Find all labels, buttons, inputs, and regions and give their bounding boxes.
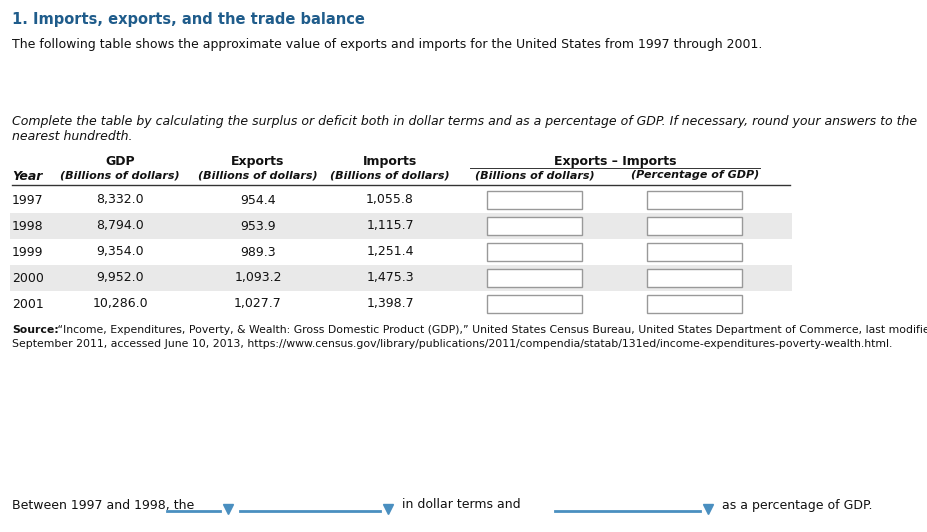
Bar: [487, 269, 582, 287]
Text: 9,952.0: 9,952.0: [96, 271, 144, 285]
Text: 953.9: 953.9: [240, 220, 275, 232]
Text: Year: Year: [12, 170, 43, 183]
Text: “Income, Expenditures, Poverty, & Wealth: Gross Domestic Product (GDP),” United : “Income, Expenditures, Poverty, & Wealth…: [54, 325, 927, 335]
Text: as a percentage of GDP.: as a percentage of GDP.: [721, 498, 871, 511]
Bar: [647, 217, 742, 235]
Text: 9,354.0: 9,354.0: [96, 245, 144, 259]
Text: GDP: GDP: [105, 155, 134, 168]
Bar: [647, 295, 742, 313]
Text: 954.4: 954.4: [240, 194, 275, 206]
Bar: [487, 217, 582, 235]
Text: in dollar terms and: in dollar terms and: [401, 498, 520, 511]
Text: 1,093.2: 1,093.2: [234, 271, 282, 285]
Text: (Billions of dollars): (Billions of dollars): [198, 170, 317, 180]
Text: 10,286.0: 10,286.0: [92, 297, 147, 311]
Text: 8,332.0: 8,332.0: [96, 194, 144, 206]
Text: 1998: 1998: [12, 220, 44, 232]
Text: 1,398.7: 1,398.7: [366, 297, 413, 311]
Text: 8,794.0: 8,794.0: [96, 220, 144, 232]
Text: (Billions of dollars): (Billions of dollars): [475, 170, 594, 180]
Text: Exports: Exports: [231, 155, 285, 168]
Bar: [487, 191, 582, 209]
Text: Between 1997 and 1998, the: Between 1997 and 1998, the: [12, 498, 194, 511]
Text: 1. Imports, exports, and the trade balance: 1. Imports, exports, and the trade balan…: [12, 12, 364, 27]
Text: (Percentage of GDP): (Percentage of GDP): [630, 170, 758, 180]
Text: 2000: 2000: [12, 271, 44, 285]
Text: 989.3: 989.3: [240, 245, 275, 259]
Bar: [647, 243, 742, 261]
Text: Imports: Imports: [362, 155, 416, 168]
Text: The following table shows the approximate value of exports and imports for the U: The following table shows the approximat…: [12, 38, 762, 51]
Text: nearest hundredth.: nearest hundredth.: [12, 130, 133, 143]
Bar: [647, 269, 742, 287]
Text: 1999: 1999: [12, 245, 44, 259]
Text: 1,251.4: 1,251.4: [366, 245, 413, 259]
Text: September 2011, accessed June 10, 2013, https://www.census.gov/library/publicati: September 2011, accessed June 10, 2013, …: [12, 339, 892, 349]
Text: (Billions of dollars): (Billions of dollars): [60, 170, 180, 180]
Text: 1,475.3: 1,475.3: [366, 271, 413, 285]
Bar: [10, 213, 791, 239]
Text: 1,055.8: 1,055.8: [365, 194, 413, 206]
Text: 2001: 2001: [12, 297, 44, 311]
Bar: [647, 191, 742, 209]
Text: 1997: 1997: [12, 194, 44, 206]
Bar: [487, 243, 582, 261]
Text: 1,115.7: 1,115.7: [366, 220, 413, 232]
Text: 1,027.7: 1,027.7: [234, 297, 282, 311]
Text: Source:: Source:: [12, 325, 58, 335]
Bar: [10, 265, 791, 291]
Text: Exports – Imports: Exports – Imports: [553, 155, 676, 168]
Bar: [487, 295, 582, 313]
Text: Complete the table by calculating the surplus or deficit both in dollar terms an: Complete the table by calculating the su…: [12, 115, 916, 128]
Text: (Billions of dollars): (Billions of dollars): [330, 170, 450, 180]
